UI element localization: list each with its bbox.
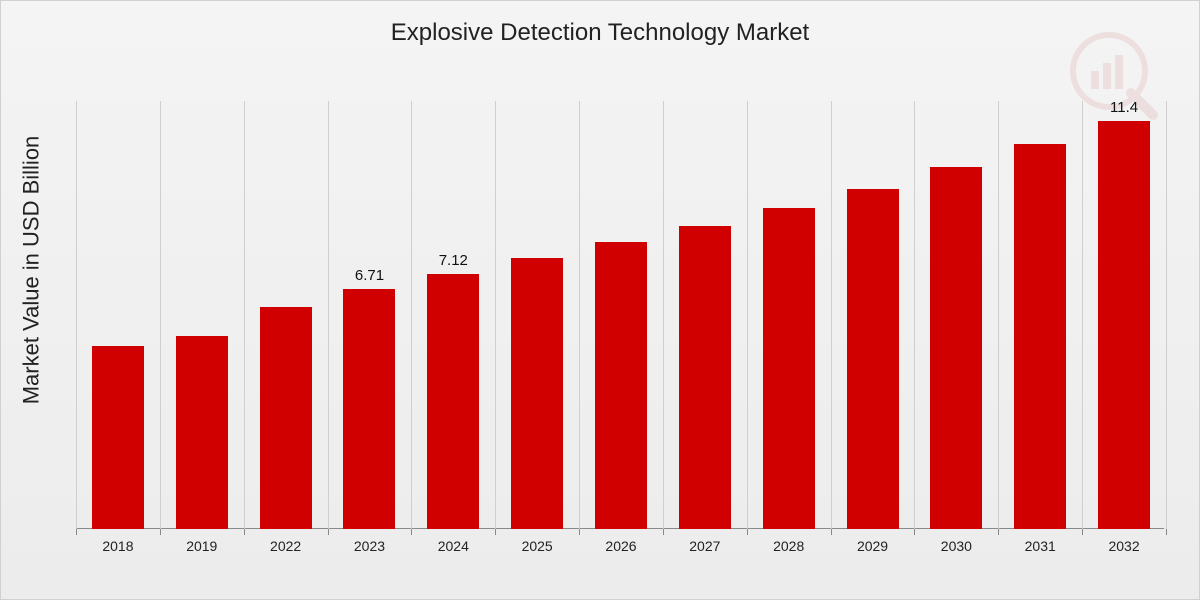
x-axis-category-label: 2019 (186, 538, 217, 554)
bar: 7.12 (427, 274, 479, 529)
x-tick (1082, 529, 1083, 535)
y-axis-label-container: Market Value in USD Billion (11, 1, 51, 539)
bar-value-label: 11.4 (1098, 99, 1150, 116)
x-tick (76, 529, 77, 535)
x-axis-category-label: 2026 (605, 538, 636, 554)
gridline (244, 101, 245, 529)
bar (847, 189, 899, 529)
x-axis-category-label: 2030 (941, 538, 972, 554)
bar (511, 258, 563, 529)
x-tick (914, 529, 915, 535)
x-axis-ticks (76, 529, 1164, 535)
x-axis-category-label: 2018 (102, 538, 133, 554)
gridline (831, 101, 832, 529)
bar-value-label: 6.71 (343, 267, 395, 284)
gridline (160, 101, 161, 529)
chart-canvas: Explosive Detection Technology Market Ma… (0, 0, 1200, 600)
y-axis-label: Market Value in USD Billion (18, 136, 44, 405)
x-tick (328, 529, 329, 535)
gridline (914, 101, 915, 529)
bar (1014, 144, 1066, 529)
gridline (76, 101, 77, 529)
gridline (411, 101, 412, 529)
bar (260, 307, 312, 529)
x-axis-category-label: 2031 (1025, 538, 1056, 554)
gridline (747, 101, 748, 529)
chart-title: Explosive Detection Technology Market (1, 19, 1199, 47)
x-axis-category-label: 2024 (438, 538, 469, 554)
x-axis-category-label: 2025 (522, 538, 553, 554)
x-tick (244, 529, 245, 535)
x-tick (831, 529, 832, 535)
plot-area: 6.71 7.12 11.4 (76, 101, 1164, 529)
x-tick (998, 529, 999, 535)
bar: 6.71 (343, 289, 395, 529)
x-axis-category-label: 2032 (1108, 538, 1139, 554)
gridline (663, 101, 664, 529)
gridline (328, 101, 329, 529)
bar: 11.4 (1098, 121, 1150, 530)
x-tick (495, 529, 496, 535)
bar (595, 242, 647, 529)
gridline (1166, 101, 1167, 529)
x-tick (747, 529, 748, 535)
x-axis-category-label: 2029 (857, 538, 888, 554)
x-axis-category-label: 2023 (354, 538, 385, 554)
x-tick (160, 529, 161, 535)
gridline (495, 101, 496, 529)
gridline (579, 101, 580, 529)
x-tick (411, 529, 412, 535)
gridline (1082, 101, 1083, 529)
x-tick (1166, 529, 1167, 535)
bar (176, 336, 228, 530)
bar (679, 226, 731, 529)
x-axis-category-label: 2022 (270, 538, 301, 554)
gridline (998, 101, 999, 529)
x-axis-category-label: 2027 (689, 538, 720, 554)
x-tick (663, 529, 664, 535)
x-tick (579, 529, 580, 535)
x-axis-category-label: 2028 (773, 538, 804, 554)
bar (92, 346, 144, 529)
bar (930, 167, 982, 529)
bar-value-label: 7.12 (427, 252, 479, 269)
bar (763, 208, 815, 529)
